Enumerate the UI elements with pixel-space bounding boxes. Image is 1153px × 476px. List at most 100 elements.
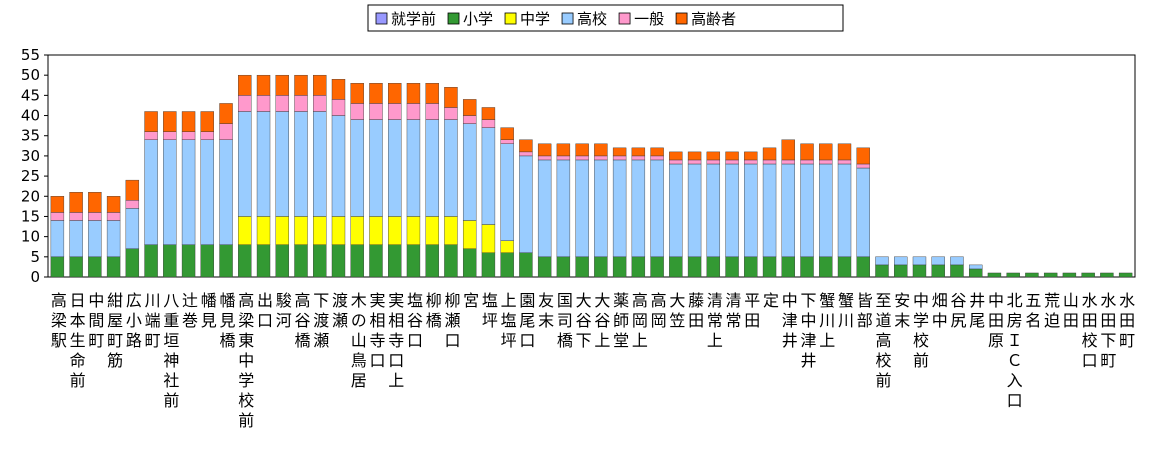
bar-segment [200,139,215,245]
bar-segment [462,248,477,278]
bar-segment [856,163,870,169]
bar-segment [687,159,702,165]
bar-segment [219,139,233,245]
bar-segment [537,159,552,258]
bar-segment [631,159,646,258]
bar-segment [1100,272,1114,278]
bar-segment [800,143,814,161]
x-tick-label: 下中津井 [798,292,817,372]
bar-segment [106,256,121,278]
x-tick-label: 広小路 [123,292,142,352]
bar-segment [537,143,552,157]
bar-segment [537,155,552,161]
bar-segment [462,115,477,124]
x-tick-label: 辻巻 [179,292,198,332]
bar-segment [50,256,65,278]
bar-segment [462,99,477,116]
bar-segment [950,256,964,266]
x-tick-label: 北房ＩＣ入口 [1004,292,1023,412]
bar-segment [575,256,589,278]
bar-segment [406,216,421,245]
bar-segment [444,87,458,108]
bar-segment [1081,272,1095,278]
bar-segment [163,139,177,245]
bar-segment [350,103,364,120]
y-tick-label: 30 [21,147,40,165]
x-tick-label: 高岡 [648,292,667,332]
bar-segment [687,163,702,258]
bar-segment [1062,272,1077,278]
x-tick-label: 柳瀬口 [441,292,460,352]
bar-segment [50,212,65,221]
bar-segment [781,256,795,278]
bar-segment [800,159,814,165]
bar-segment [612,159,627,258]
bar-segment [744,256,758,278]
y-tick-label: 45 [21,86,40,104]
bar-segment [331,244,346,278]
x-tick-label: 日本生命前 [67,292,86,392]
bar-segment [388,119,402,217]
x-tick-label: 平田 [741,292,760,332]
bar-segment [819,163,833,258]
bar-segment [406,244,421,278]
bar-segment [313,111,327,217]
bar-segment [1118,272,1133,278]
bar-segment [50,196,65,213]
bar-segment [388,216,402,245]
bar-segment [781,139,795,161]
bar-segment [69,192,83,213]
bar-segment [744,163,758,258]
bar-segment [725,159,739,165]
legend-swatch [675,12,688,25]
bar-segment [462,220,477,249]
bar-segment [425,216,439,245]
x-tick-label: 下渡瀬 [310,292,329,352]
bar-segment [313,74,327,96]
bar-segment [200,244,215,278]
bar-segment [69,256,83,278]
bar-segment [275,95,289,112]
bar-segment [612,256,627,278]
bar-segment [575,155,589,161]
bar-segment [912,256,927,266]
x-tick-label: 藤田 [685,292,704,332]
x-tick-label: 幡見 [198,292,217,332]
x-tick-label: 大谷下 [573,292,592,352]
x-tick-label: 中津井 [779,292,798,352]
bar-segment [144,111,158,132]
bar-segment [875,256,889,266]
bar-segment [556,159,571,258]
plot-area [47,54,1136,278]
bar-segment [125,179,140,201]
bar-segment [800,163,814,258]
bar-segment [669,256,683,278]
y-tick-label: 0 [30,268,40,286]
bar-segment [500,139,514,145]
bar-segment [406,83,421,104]
legend-label: 中学 [520,10,550,28]
x-tick-label: 山田 [1060,292,1079,332]
legend-label: 高校 [577,10,607,28]
bar-segment [88,212,102,221]
bar-segment [369,119,383,217]
bar-segment [181,111,196,132]
bar-segment [594,143,608,157]
bar-segment [575,159,589,258]
bar-segment [819,159,833,165]
bar-segment [481,224,496,253]
bar-segment [500,252,514,278]
x-tick-label: 蟹川 [835,292,854,332]
bar-segment [669,163,683,258]
bar-segment [406,103,421,120]
bar-segment [781,159,795,165]
bar-segment [331,79,346,100]
x-tick-label: 荒迫 [1041,292,1060,332]
bar-segment [556,143,571,157]
bar-segment [106,220,121,258]
x-tick-label: 清常上 [704,292,723,352]
bar-segment [519,252,533,278]
bar-segment [519,151,533,157]
bar-segment [594,155,608,161]
